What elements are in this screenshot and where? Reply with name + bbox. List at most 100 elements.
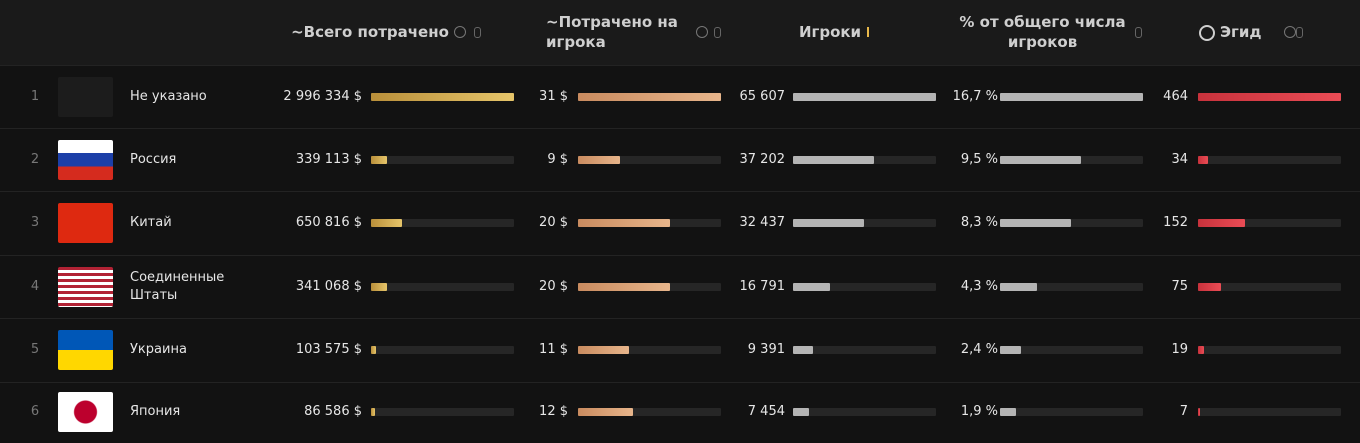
country-name: Соединенные Штаты — [130, 269, 225, 303]
country-flag — [58, 76, 113, 117]
bar-track — [371, 282, 514, 291]
cell-value: 34 — [1171, 151, 1188, 167]
cell-value: 9 $ — [547, 151, 568, 167]
cell-value: 103 575 $ — [295, 342, 362, 357]
value-bar — [371, 282, 388, 291]
value-bar — [578, 155, 620, 164]
row-rank: 5 — [30, 342, 40, 357]
help-icon — [454, 26, 466, 38]
row-rank: 6 — [30, 404, 40, 419]
country-name: Не указано — [130, 88, 207, 104]
cell-value: 65 607 — [739, 88, 786, 104]
sort-icon — [1135, 27, 1142, 38]
value-bar — [1000, 408, 1017, 416]
row-rank: 1 — [30, 88, 40, 104]
cell-value: 4,3 % — [960, 278, 998, 294]
sort-arrow — [867, 27, 869, 37]
country-flag — [58, 139, 113, 180]
cell-value: 339 113 $ — [295, 151, 362, 167]
value-bar — [793, 408, 810, 416]
cell-value: 20 $ — [539, 278, 568, 294]
table-row — [0, 65, 1360, 129]
column-header[interactable]: ~Всего потрачено — [291, 23, 449, 41]
value-bar — [371, 408, 376, 416]
value-bar — [578, 219, 671, 227]
value-bar — [578, 346, 629, 354]
value-bar — [793, 219, 864, 227]
country-flag — [58, 330, 113, 370]
bar-track — [1198, 408, 1341, 416]
cell-value: 37 202 — [739, 151, 786, 167]
bar-track — [1000, 282, 1143, 291]
value-bar — [1198, 282, 1222, 291]
row-rank: 2 — [30, 151, 40, 167]
country-flag — [58, 392, 113, 432]
column-header[interactable]: % от общего числа игроков — [959, 13, 1126, 51]
sort-icon — [714, 27, 721, 38]
value-bar — [1198, 408, 1201, 416]
country-name: Китай — [130, 215, 172, 230]
value-bar — [1198, 155, 1209, 164]
value-bar — [1198, 219, 1245, 227]
cell-value: 1,9 % — [960, 404, 998, 419]
value-bar — [793, 155, 875, 164]
cell-value: 7 454 — [747, 404, 785, 419]
column-header[interactable]: Эгид — [1220, 23, 1262, 41]
bar-track — [1198, 219, 1341, 227]
value-bar — [578, 92, 721, 101]
cell-value: 11 $ — [539, 342, 568, 357]
cell-value: 86 586 $ — [304, 404, 362, 419]
bar-track — [371, 408, 514, 416]
cell-value: 7 — [1179, 404, 1188, 419]
cell-value: 2 996 334 $ — [283, 88, 362, 104]
value-bar — [1000, 155, 1082, 164]
cell-value: 341 068 $ — [295, 278, 362, 294]
value-bar — [371, 346, 376, 354]
aegis-icon — [1199, 25, 1215, 41]
value-bar — [371, 155, 388, 164]
help-icon — [696, 26, 708, 38]
bar-track — [578, 408, 721, 416]
value-bar — [578, 282, 671, 291]
value-bar — [1000, 346, 1021, 354]
bar-track — [1198, 282, 1341, 291]
bar-track — [793, 408, 936, 416]
bar-track — [793, 219, 936, 227]
row-rank: 4 — [30, 278, 40, 294]
value-bar — [793, 92, 936, 101]
cell-value: 464 — [1163, 88, 1188, 104]
bar-track — [1000, 346, 1143, 354]
table-row — [0, 128, 1360, 192]
cell-value: 16,7 % — [952, 88, 998, 104]
bar-track — [793, 282, 936, 291]
table-row — [0, 318, 1360, 383]
column-header[interactable]: Игроки — [798, 23, 862, 41]
value-bar — [1000, 219, 1072, 227]
country-name: Япония — [130, 404, 181, 419]
bar-track — [1000, 408, 1143, 416]
cell-value: 75 — [1171, 278, 1188, 294]
cell-value: 2,4 % — [960, 342, 998, 357]
bar-track — [1198, 346, 1341, 354]
cell-value: 19 — [1171, 342, 1188, 357]
country-flag — [58, 203, 113, 243]
value-bar — [578, 408, 634, 416]
sort-icon — [1296, 27, 1303, 38]
value-bar — [1198, 92, 1341, 101]
cell-value: 16 791 — [739, 278, 786, 294]
table-row — [0, 191, 1360, 256]
table-row — [0, 255, 1360, 319]
bar-track — [578, 346, 721, 354]
value-bar — [1198, 346, 1204, 354]
bar-track — [1000, 219, 1143, 227]
sort-icon — [474, 27, 481, 38]
table-header — [0, 0, 1360, 65]
column-header[interactable]: ~Потрачено на игрока — [546, 13, 678, 51]
cell-value: 32 437 — [739, 215, 786, 230]
country-flag — [58, 266, 113, 307]
bar-track — [1198, 155, 1341, 164]
cell-value: 31 $ — [539, 88, 568, 104]
bar-track — [578, 155, 721, 164]
cell-value: 152 — [1163, 215, 1188, 230]
